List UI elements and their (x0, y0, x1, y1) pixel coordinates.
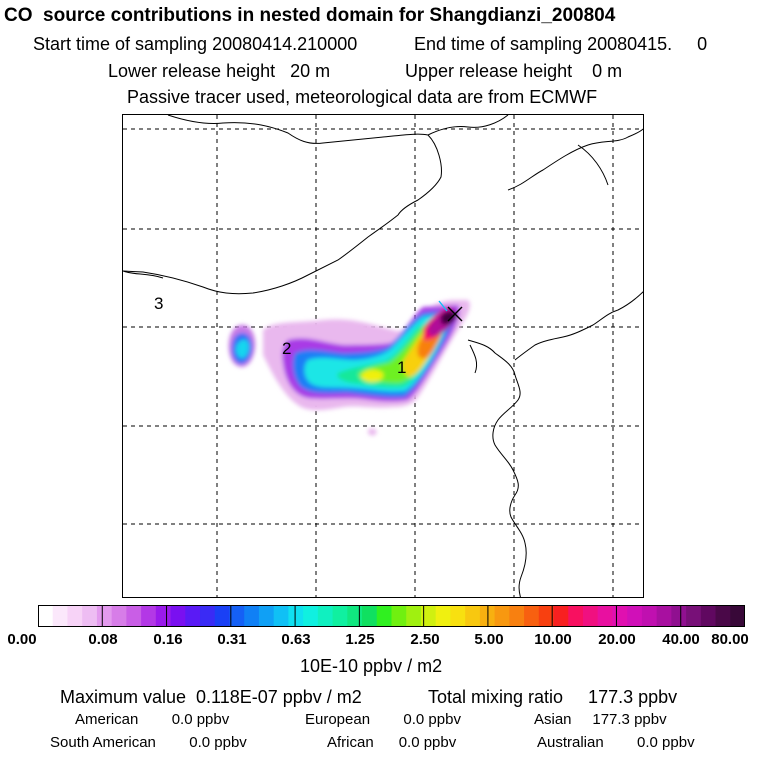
colorbar-swatch (82, 605, 98, 627)
upper-release-height-label: Upper release height 0 m (405, 61, 623, 81)
colorbar-swatch (465, 605, 481, 627)
colorbar-swatch (641, 605, 658, 627)
colorbar-swatch (38, 605, 54, 627)
max-value-label: Maximum value 0.118E-07 ppbv / m2 (60, 687, 362, 707)
colorbar-tick: 80.00 (711, 631, 749, 648)
colorbar-swatch (347, 605, 363, 627)
region-label-3: 3 (154, 294, 163, 313)
coastline (507, 128, 643, 191)
colorbar-swatch (450, 605, 466, 627)
colorbar-tick: 0.08 (88, 631, 118, 648)
start-time-label: Start time of sampling 20080414.210000 (33, 34, 358, 54)
colorbar-swatch (332, 605, 348, 627)
colorbar (38, 605, 745, 627)
colorbar-swatch (288, 605, 304, 627)
coastline (514, 291, 643, 361)
colorbar-swatch (200, 605, 216, 627)
colorbar-swatch (597, 605, 614, 627)
coastlines (123, 115, 643, 597)
colorbar-swatch (362, 605, 378, 627)
colorbar-swatch (730, 605, 745, 627)
colorbar-tick: 5.00 (474, 631, 504, 648)
colorbar-swatch (538, 605, 555, 627)
colorbar-border (38, 605, 745, 627)
colorbar-swatch (568, 605, 584, 627)
colorbar-swatch (671, 605, 687, 627)
colorbar-tick: 40.00 (662, 631, 700, 648)
colorbar-swatch (67, 605, 83, 627)
colorbar-tick: 2.50 (410, 631, 440, 648)
colorbar-swatch (170, 605, 186, 627)
colorbar-swatch (111, 605, 127, 627)
end-time-label: End time of sampling 20080415. 0 (414, 34, 708, 54)
american-contribution: American 0.0 ppbv (75, 711, 230, 728)
colorbar-swatch (612, 605, 628, 627)
european-contribution: European 0.0 ppbv (305, 711, 461, 728)
colorbar-swatch (435, 605, 452, 627)
lower-release-height-label: Lower release height 20 m (108, 61, 331, 81)
colorbar-swatch (141, 605, 157, 627)
colorbar-swatch (686, 605, 702, 627)
colorbar-swatch (52, 605, 69, 627)
map-panel: 1 2 3 (122, 114, 644, 598)
region-label-2: 2 (282, 339, 291, 358)
coastline (467, 339, 527, 597)
coastline (577, 144, 609, 186)
region-label-1: 1 (397, 358, 406, 377)
colorbar-unit: 10E-10 ppbv / m2 (300, 656, 443, 676)
colorbar-swatch (244, 605, 260, 627)
colorbar-tick: 0.31 (217, 631, 247, 648)
colorbar-swatch (317, 605, 334, 627)
colorbar-swatch (553, 605, 569, 627)
colorbar-swatch (406, 605, 422, 627)
colorbar-tick: 0.63 (281, 631, 311, 648)
colorbar-swatch (656, 605, 672, 627)
colorbar-swatch (376, 605, 393, 627)
colorbar-tick: 10.00 (534, 631, 572, 648)
colorbar-swatch (229, 605, 245, 627)
colorbar-tick: 0.00 (7, 631, 37, 648)
african-contribution: African 0.0 ppbv (327, 734, 457, 751)
colorbar-swatch (273, 605, 289, 627)
coastline (427, 115, 509, 136)
colorbar-swatch (258, 605, 275, 627)
concentration-plume (228, 300, 470, 436)
coastline (123, 270, 164, 279)
receptor-tick (438, 300, 448, 312)
colorbar-tick: 1.25 (345, 631, 375, 648)
colorbar-swatch (700, 605, 717, 627)
colorbar-swatch (494, 605, 510, 627)
colorbar-swatch (126, 605, 142, 627)
map-grid (123, 115, 643, 597)
colorbar-swatch (524, 605, 540, 627)
colorbar-swatch (391, 605, 407, 627)
colorbar-swatch (582, 605, 599, 627)
map-title: CO source contributions in nested domain… (4, 5, 616, 26)
colorbar-swatch (627, 605, 643, 627)
coastline (123, 115, 442, 295)
receptor-x-marker (447, 306, 463, 322)
asian-contribution: Asian 177.3 ppbv (534, 711, 667, 728)
map-canvas: 1 2 3 (123, 115, 643, 597)
total-mixing-ratio-label: Total mixing ratio 177.3 ppbv (428, 687, 678, 707)
south-american-contribution: South American 0.0 ppbv (50, 734, 247, 751)
colorbar-swatch (715, 605, 731, 627)
colorbar-swatch (155, 605, 172, 627)
colorbar-swatch (303, 605, 319, 627)
colorbar-swatch (509, 605, 525, 627)
coastline (469, 344, 478, 374)
colorbar-swatch (214, 605, 231, 627)
colorbar-swatch (96, 605, 113, 627)
australian-contribution: Australian 0.0 ppbv (537, 734, 695, 751)
colorbar-swatch (185, 605, 201, 627)
colorbar-swatch (420, 605, 437, 627)
colorbar-tick: 0.16 (153, 631, 183, 648)
colorbar-tick: 20.00 (598, 631, 636, 648)
tracer-note: Passive tracer used, meteorological data… (127, 87, 598, 107)
